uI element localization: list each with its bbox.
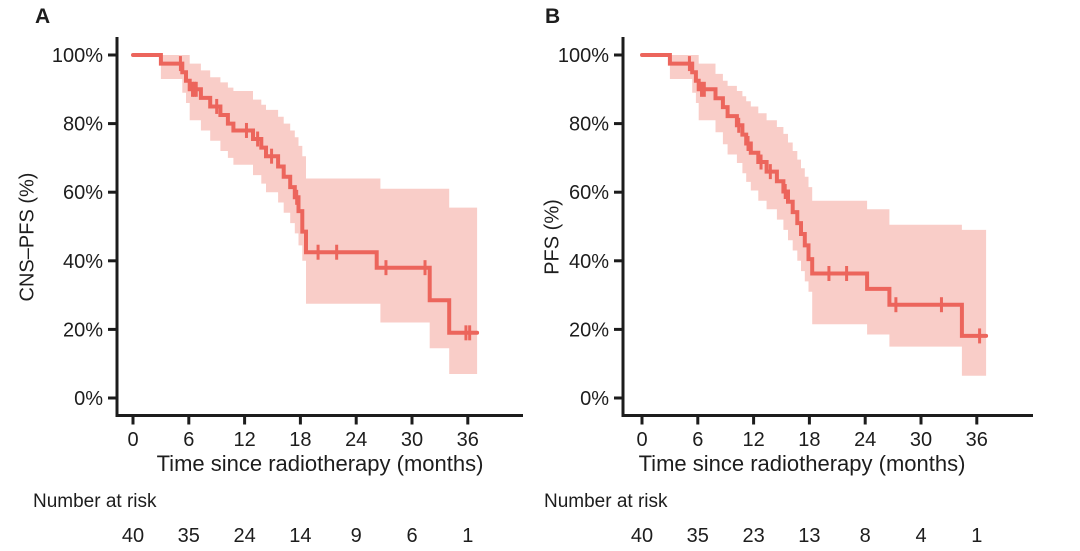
risk-count: 40 [122, 525, 144, 547]
y-axis-title-pfs: PFS (%) [541, 199, 564, 275]
risk-count: 13 [798, 525, 820, 547]
number-at-risk-label: Number at risk [544, 491, 668, 512]
x-tick-label: 36 [966, 429, 988, 451]
risk-count: 35 [178, 525, 200, 547]
panel-label-b: B [545, 5, 561, 28]
x-tick-label: 0 [127, 429, 138, 451]
risk-count: 8 [860, 525, 871, 547]
km-plot-b-svg: 100% 80% 60% 40% 20% 0% 0 6 12 18 24 30 36 40 35 23 13 8 4… [558, 37, 1033, 547]
y-tick-label: 20% [569, 319, 609, 341]
x-tick-label: 12 [233, 429, 255, 451]
x-tick-label: 6 [183, 429, 194, 451]
confidence-band [669, 55, 987, 376]
y-tick-label: 0% [580, 388, 609, 410]
x-tick-label: 18 [289, 429, 311, 451]
km-panel-b: 100% 80% 60% 40% 20% 0% 0 6 12 18 24 30 36 40 35 23 13 8 4… [540, 0, 1080, 551]
x-tick-label: 18 [798, 429, 820, 451]
y-tick-label: 40% [569, 251, 609, 273]
y-tick-label: 40% [63, 251, 103, 273]
risk-count: 14 [289, 525, 311, 547]
risk-count: 23 [742, 525, 764, 547]
risk-count: 6 [406, 525, 417, 547]
risk-count: 40 [631, 525, 653, 547]
risk-count: 35 [687, 525, 709, 547]
y-tick-label: 100% [52, 45, 103, 67]
km-step-curve [640, 53, 989, 338]
x-tick-label: 30 [910, 429, 932, 451]
y-tick-label: 0% [74, 388, 103, 410]
y-tick-label: 100% [558, 45, 609, 67]
y-tick-label: 20% [63, 319, 103, 341]
x-tick-label: 0 [636, 429, 647, 451]
x-axis-title: Time since radiotherapy (months) [156, 451, 484, 476]
panel-label-a: A [35, 5, 51, 28]
y-tick-label: 60% [569, 182, 609, 204]
x-tick-label: 24 [854, 429, 876, 451]
risk-count: 9 [351, 525, 362, 547]
x-tick-label: 24 [345, 429, 367, 451]
risk-count: 1 [971, 525, 982, 547]
y-axis-title-cns-pfs: CNS–PFS (%) [16, 172, 39, 302]
km-plot-a-svg: 100% 80% 60% 40% 20% 0% 0 6 12 18 24 30 36 40 35 24 14 9 6… [52, 37, 523, 547]
km-panel-a: 100% 80% 60% 40% 20% 0% 0 6 12 18 24 30 36 40 35 24 14 9 6… [16, 5, 523, 547]
confidence-band [160, 55, 478, 374]
x-tick-label: 12 [742, 429, 764, 451]
number-at-risk-label: Number at risk [33, 491, 157, 512]
risk-count: 1 [462, 525, 473, 547]
risk-count: 4 [915, 525, 926, 547]
y-tick-label: 80% [569, 114, 609, 136]
km-step-curve [131, 53, 480, 335]
x-tick-label: 36 [457, 429, 479, 451]
x-tick-label: 30 [401, 429, 423, 451]
x-axis-title: Time since radiotherapy (months) [638, 451, 966, 476]
y-tick-label: 60% [63, 182, 103, 204]
y-tick-label: 80% [63, 114, 103, 136]
x-tick-label: 6 [692, 429, 703, 451]
risk-count: 24 [233, 525, 255, 547]
